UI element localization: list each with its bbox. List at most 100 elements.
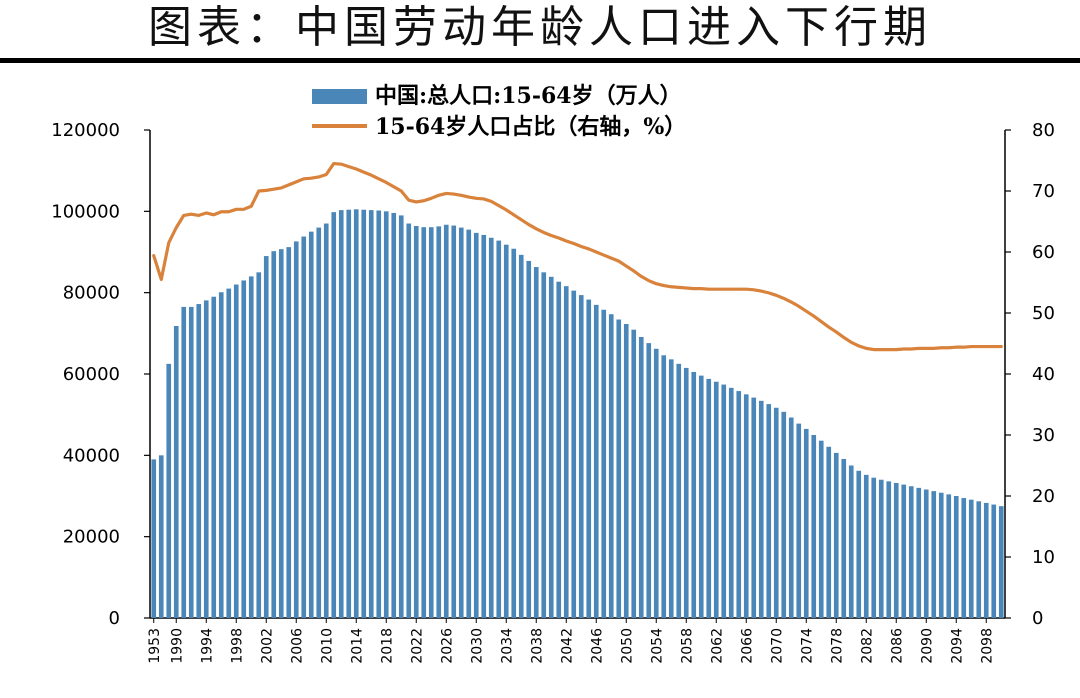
bar (886, 481, 892, 618)
x-tick-label: 1990 (169, 628, 185, 664)
y-right-tick-label: 30 (1032, 425, 1055, 446)
bar (841, 458, 847, 618)
x-tick-label: 2066 (739, 628, 755, 664)
bar (196, 304, 202, 618)
x-tick-label: 2022 (409, 628, 425, 664)
bar (721, 384, 727, 618)
bar (263, 256, 269, 618)
bar (241, 280, 247, 618)
bar (481, 234, 487, 619)
bar (706, 378, 712, 618)
bar (856, 470, 862, 618)
bar (406, 223, 412, 619)
bar (728, 387, 734, 618)
bar (158, 455, 164, 618)
bar (563, 286, 569, 618)
bar (848, 465, 854, 618)
legend-bar-swatch (312, 89, 367, 104)
bar (953, 496, 959, 618)
bar (818, 440, 824, 618)
bar (833, 452, 839, 618)
x-tick-label: 2018 (379, 628, 395, 664)
bar (533, 267, 539, 618)
bar (368, 210, 374, 618)
bar (398, 215, 404, 618)
bar (436, 226, 442, 618)
bar (293, 241, 299, 618)
bar (308, 231, 314, 618)
bar (151, 459, 157, 618)
x-tick-label: 2026 (439, 628, 455, 664)
bar (233, 284, 239, 618)
bar (931, 491, 937, 618)
y-left-tick-label: 0 (109, 608, 120, 629)
bar (248, 276, 254, 618)
x-tick-label: 2090 (919, 628, 935, 664)
x-tick-label: 2038 (529, 628, 545, 664)
bar (976, 501, 982, 618)
bar-series (151, 209, 1004, 619)
bar (878, 479, 884, 618)
y-left-tick-label: 20000 (63, 527, 120, 548)
bar (683, 367, 689, 618)
bar (458, 227, 464, 618)
bar (961, 498, 967, 618)
bar (181, 306, 187, 618)
x-tick-label: 2014 (349, 628, 365, 664)
bar (383, 211, 389, 619)
y-right-tick-label: 40 (1032, 364, 1055, 385)
bar (466, 229, 472, 618)
bar (548, 276, 554, 618)
bar (691, 371, 697, 618)
y-left-tick-label: 80000 (63, 283, 120, 304)
x-tick-label: 1994 (199, 628, 215, 664)
bar (901, 484, 907, 618)
x-tick-label: 2054 (649, 628, 665, 664)
bar (451, 225, 457, 619)
bar (773, 407, 779, 618)
bar (601, 309, 607, 618)
bar (751, 397, 757, 618)
bar (518, 254, 524, 618)
bar (968, 499, 974, 618)
bar (923, 489, 929, 618)
bar (218, 292, 224, 618)
line-series (152, 161, 1003, 352)
share-line (152, 161, 1003, 352)
bar (211, 296, 217, 618)
bar (938, 492, 944, 618)
bar (331, 212, 337, 618)
x-tick-label: 2082 (859, 628, 875, 664)
legend-bar-label: 中国:总人口:15-64岁（万人） (375, 83, 682, 109)
bar (713, 381, 719, 618)
y-right-tick-label: 60 (1032, 242, 1055, 263)
bar (893, 482, 899, 618)
bar (871, 477, 877, 618)
bar (353, 209, 359, 619)
bar (286, 247, 292, 618)
bar (743, 394, 749, 618)
x-tick-label: 2074 (799, 628, 815, 664)
bar (616, 319, 622, 618)
bar (488, 237, 494, 618)
x-tick-label: 2042 (559, 628, 575, 664)
bar (578, 295, 584, 618)
x-tick-label: 2050 (619, 628, 635, 664)
bar (301, 236, 307, 618)
bar (256, 272, 262, 618)
bar (758, 400, 764, 618)
legend-line-label: 15-64岁人口占比（右轴，%） (375, 114, 686, 140)
x-tick-label: 2086 (889, 628, 905, 664)
bar (473, 232, 479, 619)
bar (556, 281, 562, 618)
bar (541, 272, 547, 618)
title-divider (0, 58, 1080, 63)
axes: 0200004000060000800001000001200000102030… (51, 120, 1055, 664)
bar (511, 248, 517, 618)
chart-title: 图表：中国劳动年龄人口进入下行期 (148, 2, 932, 53)
bar (983, 502, 989, 618)
y-right-tick-label: 70 (1032, 181, 1055, 202)
bar (413, 225, 419, 618)
bar (271, 251, 277, 619)
